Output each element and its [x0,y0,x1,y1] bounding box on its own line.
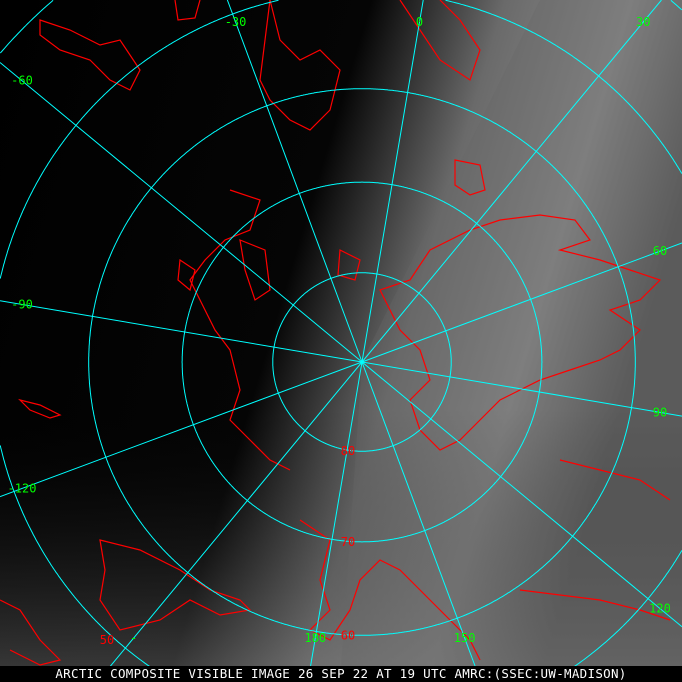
meridian-label: 120 [649,602,671,616]
meridian-label: 30 [636,15,650,29]
meridian-label: 150 [454,631,476,645]
latitude-label: 80 [341,444,355,458]
meridian-line [361,242,682,363]
meridian-label: -60 [11,74,33,88]
meridian-line [361,361,682,417]
graticule-labels: -30 0 30 60 90 120 150 180 - -120 -90 -60 80 70 60 50 [8,15,671,647]
meridian-line [307,361,363,682]
coastlines [0,0,671,666]
latitude-label: 50 [100,633,114,647]
latitude-circle [181,181,543,543]
meridian-line [0,62,363,363]
meridian-label: -90 [11,297,33,311]
meridian-line [226,0,363,363]
meridian-label: -120 [8,481,37,495]
meridian-line [0,361,363,498]
meridian-label: -30 [225,15,247,29]
meridian-label: 90 [653,405,667,419]
meridian-line [361,361,682,628]
latitude-label: 60 [341,628,355,642]
meridian-label: 60 [653,244,667,258]
meridian-line [361,0,424,363]
image-caption: ARCTIC COMPOSITE VISIBLE IMAGE 26 SEP 22… [0,666,682,682]
meridian-label: 180 [304,631,326,645]
meridian-label: - [130,631,137,645]
latitude-circle [88,88,636,636]
meridian-label: 0 [416,15,423,29]
latitude-circle [272,272,452,452]
daylight-region [340,0,682,682]
meridian-line [361,361,482,682]
meridian-line [0,300,363,363]
latitude-label: 70 [341,535,355,549]
meridian-line [361,0,662,363]
meridian-line [96,361,363,682]
